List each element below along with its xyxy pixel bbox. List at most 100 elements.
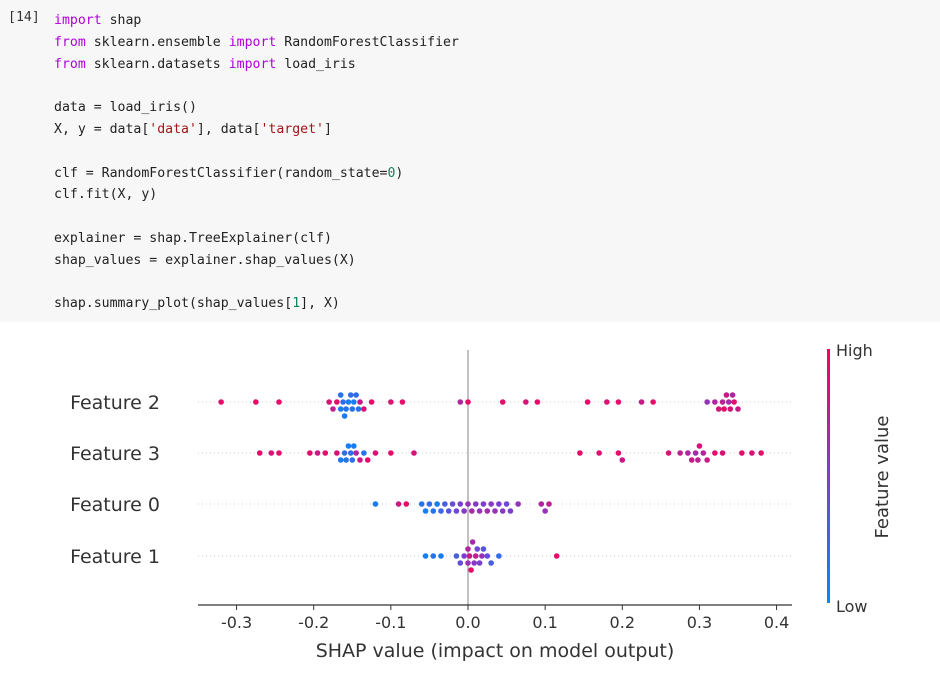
shap-point [364,457,371,463]
code-token: import [228,34,277,50]
feature-label: Feature 0 [70,494,160,516]
shap-point [488,501,494,507]
shap-point [638,399,645,405]
shap-point [476,508,483,514]
shap-point [577,450,583,456]
shap-point [700,450,707,456]
shap-point [488,560,494,566]
shap-point [395,501,402,507]
code-token: ], data[ [196,121,261,137]
shap-point [727,406,734,412]
shap-point [496,501,502,507]
shap-point [696,443,703,449]
shap-point [337,406,344,412]
shap-point [418,501,425,507]
x-tick-label: -0.3 [221,613,252,632]
shap-point [445,508,452,514]
code-token: shap.summary_plot(shap_values[ [54,296,293,312]
shap-point [542,508,548,514]
shap-point [484,553,491,559]
shap-point [469,508,475,514]
shap-point [461,553,467,559]
shap-point [442,501,448,507]
shap-point [465,546,471,552]
shap-point [268,450,275,456]
shap-point [480,501,487,507]
code-token: ] [323,121,332,137]
shap-point [474,546,481,552]
shap-point [322,450,329,456]
shap-point [615,399,622,405]
shap-point [723,392,730,398]
shap-point [721,406,727,412]
shap-point [471,560,477,566]
shap-point [685,450,691,456]
code-token: load_iris [276,56,356,72]
code-token: 1 [292,296,301,312]
code-token: 'data' [149,121,197,137]
shap-point [735,406,741,412]
shap-point [619,457,626,463]
shap-point [479,553,485,559]
shap-point [468,567,474,573]
shap-point [688,457,695,463]
x-tick-label: -0.1 [375,613,406,632]
shap-point [712,450,718,456]
shap-point [496,553,502,559]
shap-point [695,457,701,463]
shap-point [480,546,487,552]
shap-point [326,399,332,405]
shap-point [256,450,263,456]
code-token: 'target' [260,121,324,137]
shap-point [307,450,313,456]
code-token: import [228,56,277,72]
shap-point [484,508,491,514]
shap-point [347,392,354,398]
shap-point [341,450,348,456]
shap-point [704,399,710,405]
shap-point [492,508,498,514]
shap-point [403,501,410,507]
shap-point [337,457,344,463]
shap-point [449,501,456,507]
shap-point [538,501,545,507]
shap-summary-plot: Feature 2 Feature 3 Feature 0 Feature 1 -0.… [70,341,893,662]
shap-point [430,553,437,559]
code-token: clf.fit(X, y) [54,187,158,203]
code-cell[interactable]: [14] import shap from sklearn.ensemble i… [0,0,940,322]
shap-point [596,450,602,456]
shap-point [499,399,506,405]
shap-point [361,406,367,412]
shap-point [276,450,282,456]
code-editor[interactable]: import shap from sklearn.ensemble import… [54,10,459,315]
x-tick-label: 0.1 [532,613,557,632]
feature-label: Feature 1 [70,546,160,568]
cell-prompt: [14] [8,10,40,25]
code-token: clf = RandomForestClassifier(random_stat… [54,165,388,181]
x-tick-label: 0.3 [687,613,712,632]
code-token: 0 [387,165,396,181]
code-token: shap [101,13,142,28]
colorbar-low-label: Low [836,597,868,616]
code-token: import [54,13,102,28]
shap-point [422,508,429,514]
shap-point [426,501,433,507]
colorbar-high-label: High [836,341,873,360]
shap-point [341,413,348,419]
shap-point [719,450,726,456]
shap-point [372,450,379,456]
shap-point [276,399,282,405]
shap-point [343,457,349,463]
shap-point [345,443,352,449]
shap-point [438,508,444,514]
shap-point [388,399,394,405]
shap-point [665,450,672,456]
shap-point [314,450,321,456]
code-token: ) [395,165,404,181]
shap-point [349,406,356,412]
shap-point [349,457,356,463]
shap-point [461,508,467,514]
shap-point [704,457,710,463]
shap-point [507,508,514,514]
shap-point [368,399,375,405]
